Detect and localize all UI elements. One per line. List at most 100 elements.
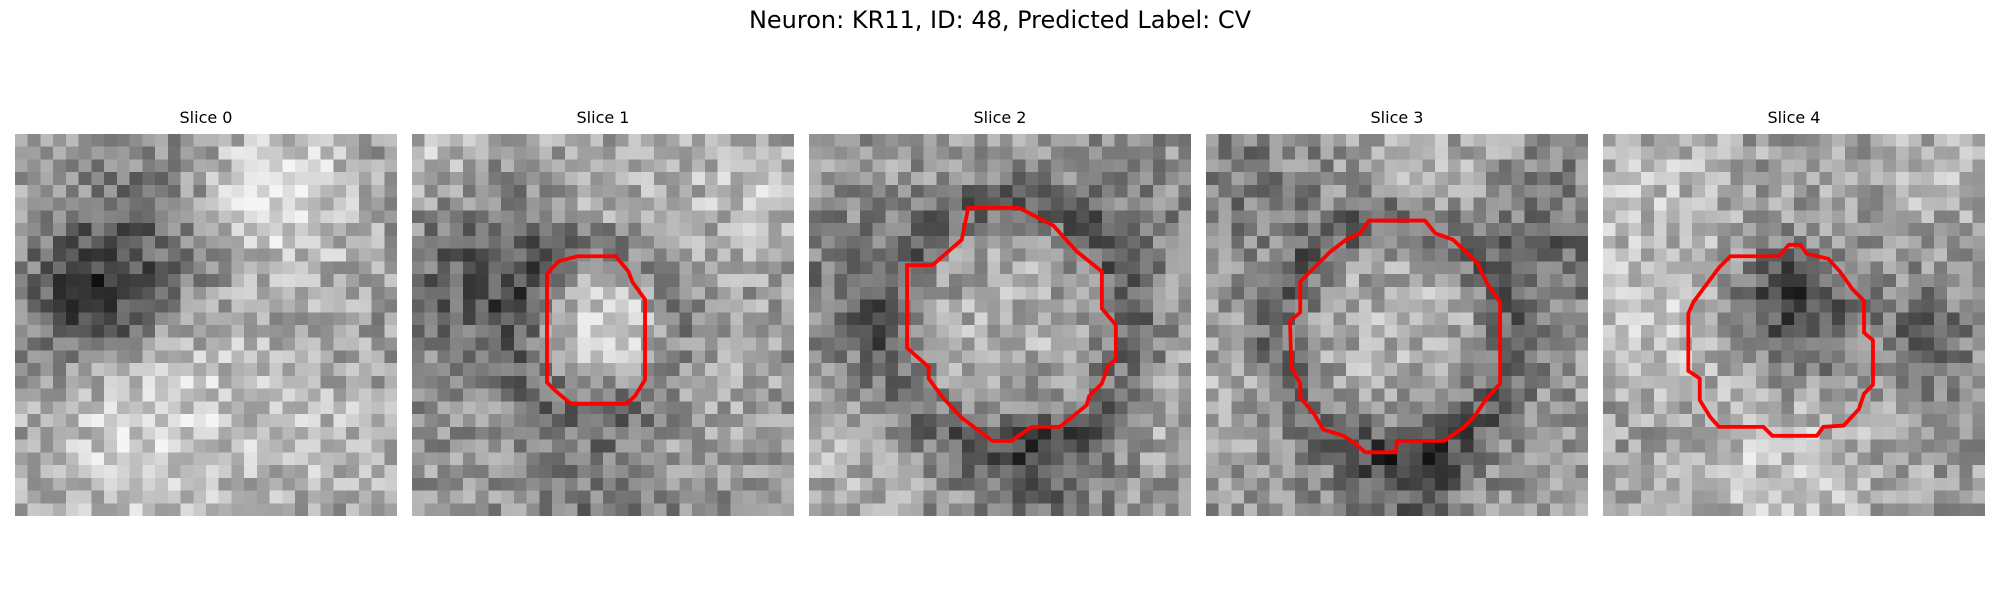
pixel	[1679, 401, 1693, 415]
pixel	[821, 452, 835, 466]
pixel	[1397, 312, 1410, 326]
pixel	[513, 350, 527, 364]
pixel	[936, 146, 950, 160]
pixel	[781, 325, 794, 338]
pixel	[27, 172, 41, 186]
pixel	[424, 325, 438, 338]
pixel	[1282, 477, 1296, 491]
pixel	[666, 274, 680, 288]
pixel	[1895, 325, 1909, 338]
pixel	[104, 261, 118, 275]
pixel	[1422, 274, 1436, 288]
pixel	[1755, 146, 1769, 160]
pixel	[1524, 159, 1538, 173]
pixel	[1206, 286, 1219, 300]
pixel	[1921, 210, 1935, 224]
pixel	[743, 363, 757, 377]
pixel	[1333, 312, 1347, 326]
pixel	[552, 312, 566, 326]
pixel	[1000, 388, 1013, 402]
pixel	[91, 439, 105, 453]
pixel	[1397, 248, 1410, 262]
pixel	[898, 375, 912, 389]
pixel	[53, 452, 67, 466]
pixel	[1549, 235, 1563, 249]
pixel	[1473, 146, 1487, 160]
pixel	[653, 312, 667, 326]
pixel	[1231, 503, 1245, 516]
pixel	[755, 325, 769, 338]
pixel	[1447, 261, 1461, 275]
pixel	[129, 439, 143, 453]
pixel	[358, 426, 372, 440]
pixel	[936, 503, 950, 516]
pixel	[193, 299, 207, 313]
pixel	[1755, 452, 1769, 466]
pixel	[206, 439, 219, 453]
pixel	[1704, 477, 1718, 491]
pixel	[936, 184, 950, 198]
pixel	[847, 312, 861, 326]
pixel	[1295, 184, 1309, 198]
pixel	[755, 477, 769, 491]
pixel	[755, 426, 769, 440]
pixel	[1114, 388, 1128, 402]
pixel	[1498, 261, 1512, 275]
pixel	[1050, 465, 1064, 479]
pixel	[781, 235, 794, 249]
pixel	[218, 286, 232, 300]
pixel	[1333, 197, 1347, 211]
pixel	[218, 159, 232, 173]
pixel	[1524, 172, 1538, 186]
pixel	[730, 235, 744, 249]
pixel	[244, 426, 258, 440]
pixel	[371, 388, 385, 402]
pixel	[1076, 172, 1090, 186]
pixel	[40, 325, 54, 338]
pixel	[1140, 210, 1154, 224]
pixel	[936, 439, 950, 453]
pixel	[1575, 375, 1588, 389]
pixel	[193, 134, 207, 147]
pixel	[371, 363, 385, 377]
pixel	[1959, 503, 1973, 516]
pixel	[91, 274, 105, 288]
pixel	[1358, 363, 1372, 377]
pixel	[1832, 172, 1846, 186]
pixel	[872, 184, 886, 198]
pixel	[859, 223, 873, 237]
pixel	[615, 388, 629, 402]
pixel	[1511, 134, 1525, 147]
pixel	[1114, 439, 1128, 453]
pixel	[1114, 490, 1128, 504]
pixel	[167, 146, 181, 160]
pixel	[424, 477, 438, 491]
pixel	[1231, 350, 1245, 364]
pixel	[821, 503, 835, 516]
pixel	[936, 210, 950, 224]
pixel	[577, 465, 591, 479]
pixel	[412, 363, 425, 377]
pixel	[1000, 223, 1013, 237]
pixel	[526, 350, 540, 364]
pixel	[1934, 134, 1948, 147]
pixel	[809, 439, 822, 453]
pixel	[1819, 503, 1833, 516]
pixel	[1781, 350, 1795, 364]
pixel	[1692, 477, 1706, 491]
pixel	[1447, 172, 1461, 186]
pixel	[1114, 210, 1128, 224]
pixel	[1537, 452, 1551, 466]
pixel	[1549, 134, 1563, 147]
pixel	[475, 184, 489, 198]
pixel	[256, 299, 270, 313]
pixel	[552, 414, 566, 428]
pixel	[1857, 223, 1871, 237]
pixel	[641, 274, 655, 288]
pixel	[1256, 363, 1270, 377]
pixel	[1038, 414, 1052, 428]
pixel	[1959, 414, 1973, 428]
pixel	[1743, 452, 1757, 466]
pixel	[552, 184, 566, 198]
pixel	[1218, 184, 1232, 198]
